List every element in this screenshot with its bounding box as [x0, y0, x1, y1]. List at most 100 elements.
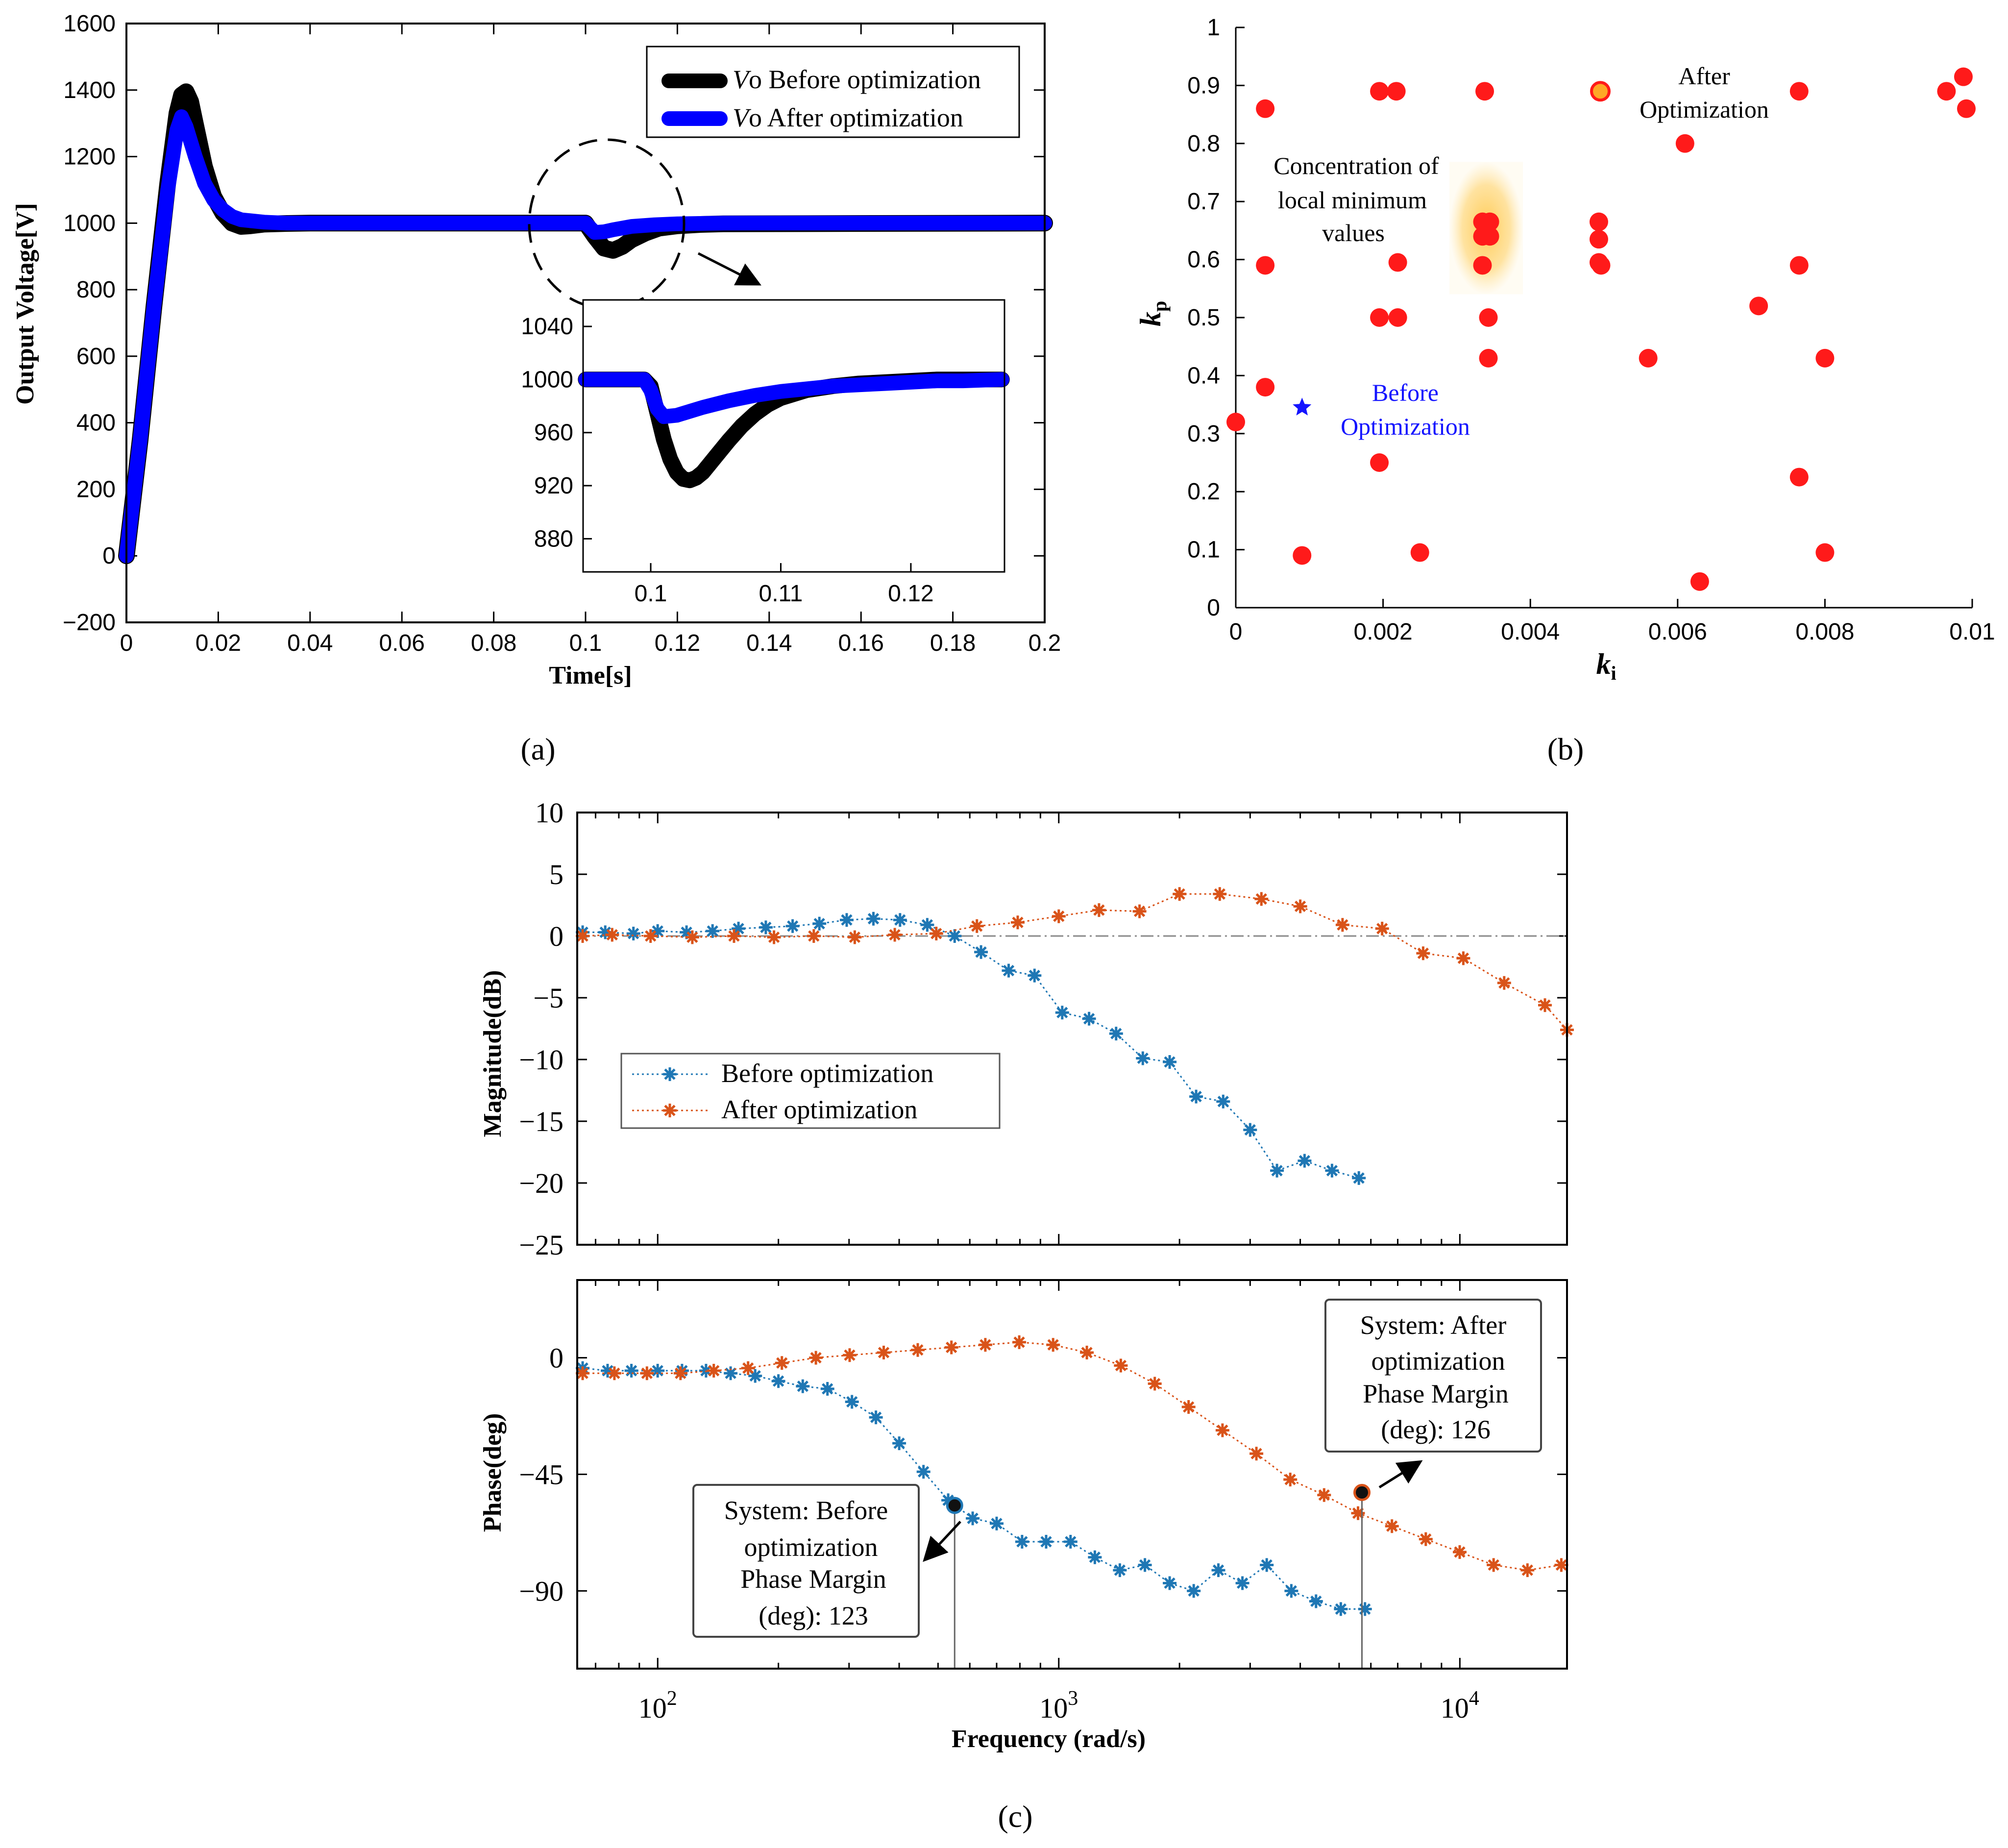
panel-b-red-point: [1475, 82, 1494, 101]
panel-a-xtick-label: 0.16: [838, 630, 883, 656]
panel-c-legend: Before optimization After optimization: [620, 1053, 1001, 1129]
panel-c-phase-after-marker: [1453, 1545, 1467, 1559]
panel-c-annot-before-l1: System: Before: [724, 1496, 888, 1525]
panel-c-xtick-exponent: 2: [667, 1687, 677, 1710]
panel-a-xtick-label: 0.18: [930, 630, 976, 656]
panel-a-xtick-label: 0.1: [569, 630, 602, 656]
panel-c-phase-before-marker: [1113, 1563, 1127, 1577]
panel-c-magnitude-after-marker: [1254, 892, 1269, 906]
panel-c-magnitude-ytick-label: −10: [519, 1044, 563, 1076]
panel-b-conc-line1: Concentration of: [1273, 152, 1439, 179]
panel-a-ytick-label: 800: [76, 277, 116, 303]
panel-c-magnitude-before-marker: [1270, 1163, 1284, 1178]
panel-c-magnitude-after-marker: [970, 919, 984, 933]
panel-b-red-point: [1256, 99, 1275, 118]
panel-c-phase-before-marker: [1309, 1594, 1323, 1608]
panel-c-magnitude-before-line: [583, 918, 1359, 1179]
panel-c-magnitude-after-marker: [1213, 887, 1227, 901]
panel-c-xtick-label: 103: [1039, 1687, 1078, 1724]
panel-a-inset-ticks: 0.1 0.11 0.12 880 920 960 1000 1040: [521, 314, 933, 607]
panel-b-after-line2: Optimization: [1640, 96, 1769, 123]
panel-a-inset: 0.1 0.11 0.12 880 920 960 1000 1040: [521, 299, 1010, 607]
panel-c-phase-before-marker: [1187, 1584, 1201, 1598]
panel-c-magnitude-after-marker: [643, 929, 658, 943]
panel-c-phase-series: [576, 1335, 1568, 1669]
panel-b-red-point: [1789, 256, 1809, 275]
panel-c-phase-before-marker: [1015, 1535, 1029, 1549]
panel-a-xtick-label: 0.04: [287, 630, 333, 656]
panel-b-conc-line3: values: [1322, 219, 1385, 246]
panel-c-magnitude-after-marker: [848, 930, 862, 944]
panel-c-magnitude-before-marker: [812, 916, 827, 931]
panel-c-magnitude-before-marker: [1352, 1171, 1366, 1185]
panel-c-phase-margin-marker-after: [1353, 1484, 1371, 1502]
panel-c-magnitude-ticks: −25 −20 −15 −10 −5 0 5 10: [519, 797, 1567, 1261]
panel-b-red-point: [1256, 378, 1275, 397]
panel-c-bode-plot: −25 −20 −15 −10 −5 0 5 10 Before optimization A…: [479, 797, 1574, 1834]
panel-c-magnitude-series: [576, 887, 1574, 1185]
panel-c-xtick-base: 10: [1441, 1692, 1469, 1724]
panel-b-red-point: [1937, 82, 1956, 101]
panel-c-phase-after-marker: [1317, 1488, 1331, 1502]
panel-c-magnitude-before-marker: [1082, 1011, 1096, 1026]
panel-b-ytick-label: 0.9: [1187, 73, 1220, 99]
panel-c-magnitude-after-marker: [807, 929, 821, 943]
panel-c-magnitude-before-marker: [1189, 1089, 1203, 1104]
panel-c-phase-ytick-label: −90: [519, 1575, 563, 1607]
panel-c-magnitude-before-marker: [840, 913, 854, 927]
panel-c-magnitude-after-marker: [1497, 976, 1511, 990]
panel-b-red-point: [1477, 218, 1496, 237]
panel-c-magnitude-after-marker: [1132, 904, 1147, 918]
panel-c-phase-before-marker: [916, 1465, 931, 1479]
panel-c-xtick-label: 102: [638, 1687, 677, 1724]
panel-c-annot-before-l4: (deg): 123: [759, 1601, 868, 1630]
panel-a-xtick-label: 0.2: [1028, 630, 1061, 656]
panel-b-ytick-label: 1: [1207, 15, 1220, 41]
panel-c-phase-before-marker: [1063, 1535, 1077, 1549]
panel-a-ytick-label: 1400: [63, 77, 116, 103]
panel-a-inset-xtick-label: 0.11: [759, 581, 803, 607]
panel-c-phase-before-marker: [845, 1395, 859, 1409]
panel-c-magnitude-after-marker: [767, 930, 781, 944]
panel-c-magnitude-after-marker: [1173, 887, 1187, 901]
panel-c-magnitude-before-marker: [706, 924, 720, 938]
panel-c-magnitude-before-marker: [1055, 1006, 1069, 1020]
panel-a-series-line-after: [119, 109, 1052, 564]
panel-b-red-point: [1815, 348, 1835, 368]
panel-c-phase-margin-marker-before: [946, 1497, 963, 1514]
panel-c-magnitude-after-marker: [1538, 998, 1552, 1012]
panel-b-after-line1: After: [1678, 62, 1730, 90]
panel-c-phase-after-marker: [775, 1356, 789, 1370]
panel-a-xtick-label: 0: [120, 630, 133, 656]
panel-c-phase-before-marker: [1138, 1558, 1152, 1572]
panel-c-phase-before-marker: [892, 1436, 906, 1451]
panel-c-phase-before-marker: [1284, 1584, 1298, 1598]
panel-b-red-point: [1675, 134, 1694, 153]
panel-c-phase-before-marker: [1163, 1576, 1177, 1590]
panel-a-inset-bg: [583, 300, 1004, 572]
panel-c-phase-before-marker: [1260, 1558, 1274, 1572]
panel-c-magnitude-before-marker: [598, 925, 612, 939]
panel-a-inset-ytick-label: 1000: [521, 367, 573, 393]
panel-c-phase-ytick-label: −45: [519, 1459, 563, 1491]
panel-c-phase-before-marker: [820, 1382, 834, 1396]
panel-c-magnitude-after-marker: [1335, 918, 1349, 932]
panel-c-magnitude-after-marker: [727, 929, 741, 943]
panel-c-magnitude-before-marker: [1028, 968, 1042, 983]
panel-c-phase-frame: [576, 1279, 1568, 1670]
panel-c-label: (c): [998, 1799, 1032, 1834]
panel-b-red-point: [1410, 543, 1429, 562]
panel-b-ytick-label: 0.2: [1187, 479, 1220, 505]
panel-b-red-point: [1388, 253, 1407, 272]
panel-c-magnitude-after-marker: [576, 929, 590, 943]
panel-c-magnitude-before-marker: [732, 921, 746, 936]
panel-c-phase-after-marker: [944, 1340, 958, 1355]
panel-c-annot-after-l2: optimization: [1371, 1346, 1505, 1376]
panel-c-phase-before-marker: [1039, 1535, 1053, 1549]
panel-a-series: [118, 83, 1053, 565]
panel-b-xtick-label: 0.004: [1501, 619, 1560, 645]
panel-a-inset-ytick-label: 1040: [521, 314, 573, 340]
panel-c-phase-after-marker: [1385, 1519, 1399, 1533]
panel-b-red-point: [1957, 99, 1976, 118]
panel-c-magnitude-after-marker: [1375, 921, 1389, 936]
